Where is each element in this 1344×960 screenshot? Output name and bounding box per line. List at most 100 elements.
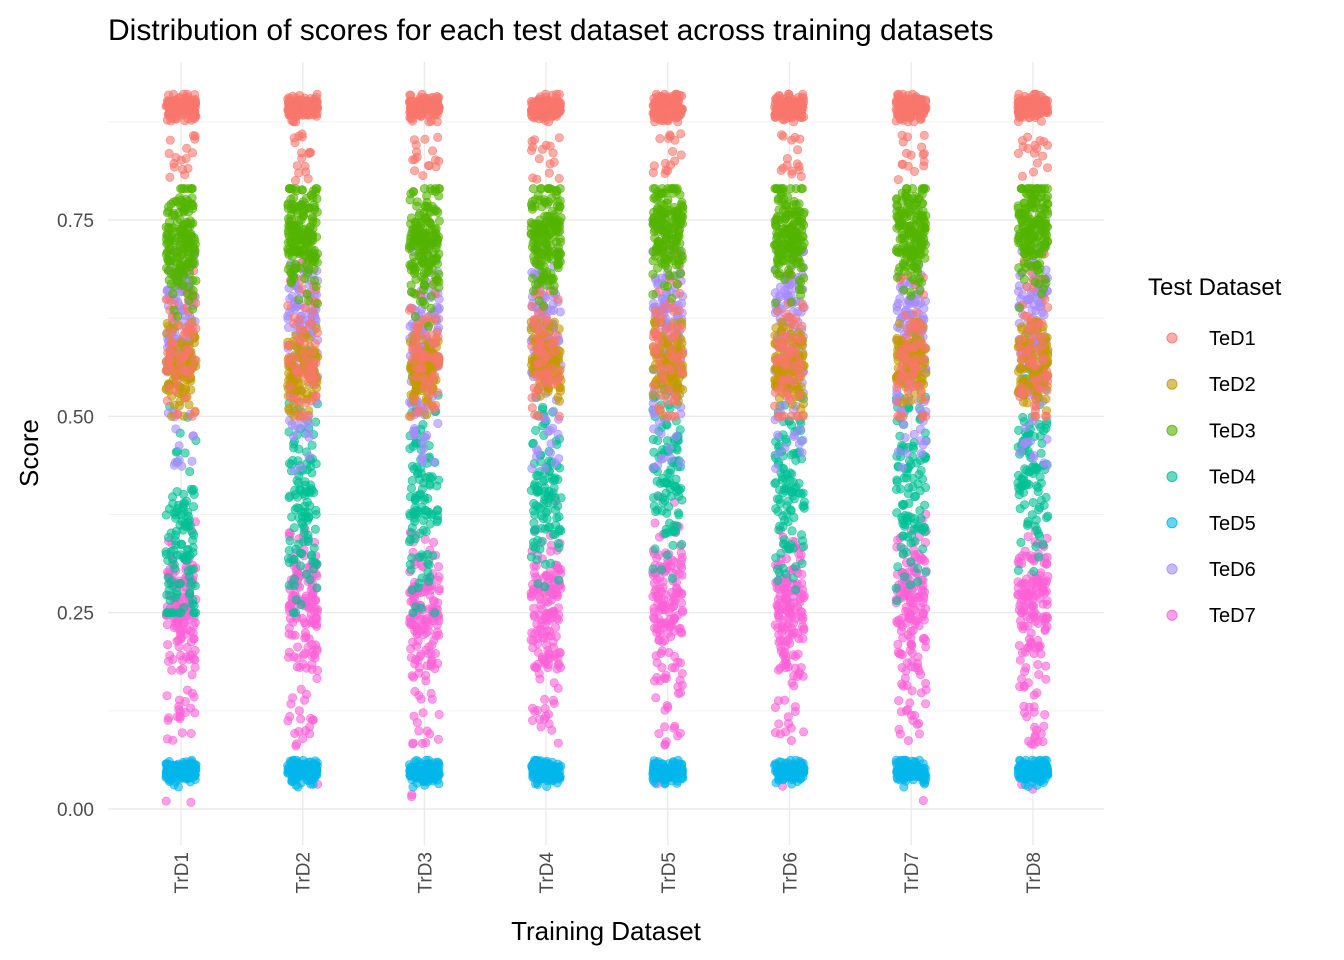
point-ted1 [410, 332, 420, 342]
point-ted7 [283, 716, 293, 726]
point-ted7 [284, 623, 294, 633]
point-ted3 [677, 251, 687, 261]
point-ted3 [667, 253, 677, 263]
point-ted3 [421, 202, 431, 212]
point-ted1 [306, 316, 316, 326]
point-ted6 [553, 429, 563, 439]
point-ted4 [662, 550, 672, 560]
point-ted1 [428, 352, 438, 362]
point-ted3 [175, 265, 185, 275]
point-ted7 [550, 623, 560, 633]
point-ted7 [676, 548, 686, 558]
point-ted3 [161, 249, 171, 259]
point-ted5 [430, 769, 440, 779]
point-ted7 [652, 553, 662, 563]
point-ted7 [168, 735, 178, 745]
point-ted7 [412, 641, 422, 651]
point-ted1 [186, 331, 196, 341]
point-ted3 [304, 265, 314, 275]
point-ted7 [306, 713, 316, 723]
point-ted7 [547, 725, 557, 735]
point-ted3 [656, 199, 666, 209]
point-ted7 [190, 645, 200, 655]
point-ted4 [300, 507, 310, 517]
point-ted1 [284, 352, 294, 362]
point-ted3 [405, 195, 415, 205]
point-ted1 [656, 390, 666, 400]
point-ted7 [556, 564, 566, 574]
point-ted7 [540, 703, 550, 713]
point-ted4 [294, 444, 304, 454]
point-ted1 [182, 323, 192, 333]
point-ted3 [294, 295, 304, 305]
point-ted4 [289, 574, 299, 584]
point-ted1 [663, 411, 673, 421]
point-ted6 [676, 458, 686, 468]
point-ted7 [187, 670, 197, 680]
point-ted7 [407, 789, 417, 799]
point-ted5 [532, 777, 542, 787]
point-ted4 [172, 590, 182, 600]
point-ted1 [526, 145, 536, 155]
point-ted3 [284, 184, 294, 194]
point-ted1 [172, 376, 182, 386]
point-ted1 [190, 134, 200, 144]
point-ted4 [657, 565, 667, 575]
point-ted1 [546, 363, 556, 373]
point-ted1 [411, 140, 421, 150]
point-ted4 [556, 526, 566, 536]
point-ted3 [179, 207, 189, 217]
point-ted7 [535, 624, 545, 634]
point-ted1 [408, 342, 418, 352]
point-ted1 [543, 350, 553, 360]
point-ted4 [413, 583, 423, 593]
point-ted3 [428, 279, 438, 289]
point-ted3 [303, 295, 313, 305]
point-ted7 [672, 583, 682, 593]
point-ted3 [528, 219, 538, 229]
point-ted2 [648, 390, 658, 400]
point-ted1 [533, 96, 543, 106]
point-ted3 [667, 293, 677, 303]
point-ted1 [190, 111, 200, 121]
point-ted4 [301, 569, 311, 579]
point-ted1 [190, 407, 200, 417]
point-ted7 [163, 640, 173, 650]
point-ted3 [299, 211, 309, 221]
point-ted3 [167, 210, 177, 220]
point-ted7 [662, 619, 672, 629]
point-ted5 [434, 779, 444, 789]
point-ted7 [651, 693, 661, 703]
point-ted1 [304, 148, 314, 158]
point-ted1 [663, 362, 673, 372]
point-ted1 [304, 373, 314, 383]
point-ted3 [188, 304, 198, 314]
point-ted1 [433, 332, 443, 342]
point-ted1 [553, 294, 563, 304]
point-ted7 [182, 642, 192, 652]
point-ted7 [414, 690, 424, 700]
point-ted3 [286, 204, 296, 214]
point-ted1 [407, 303, 417, 313]
point-ted1 [431, 314, 441, 324]
point-ted7 [301, 726, 311, 736]
point-ted1 [295, 315, 305, 325]
point-ted4 [407, 528, 417, 538]
point-ted3 [302, 239, 312, 249]
point-ted4 [406, 483, 416, 493]
point-ted3 [542, 267, 552, 277]
point-ted4 [421, 473, 431, 483]
point-ted4 [172, 550, 182, 560]
point-ted4 [189, 502, 199, 512]
point-ted1 [283, 301, 293, 311]
point-ted4 [417, 573, 427, 583]
point-ted1 [182, 96, 192, 106]
point-ted6 [649, 424, 659, 434]
point-ted7 [661, 674, 671, 684]
point-ted3 [191, 276, 201, 286]
point-ted7 [427, 694, 437, 704]
point-ted6 [290, 421, 300, 431]
point-ted4 [166, 577, 176, 587]
point-ted6 [299, 420, 309, 430]
point-ted4 [181, 555, 191, 565]
